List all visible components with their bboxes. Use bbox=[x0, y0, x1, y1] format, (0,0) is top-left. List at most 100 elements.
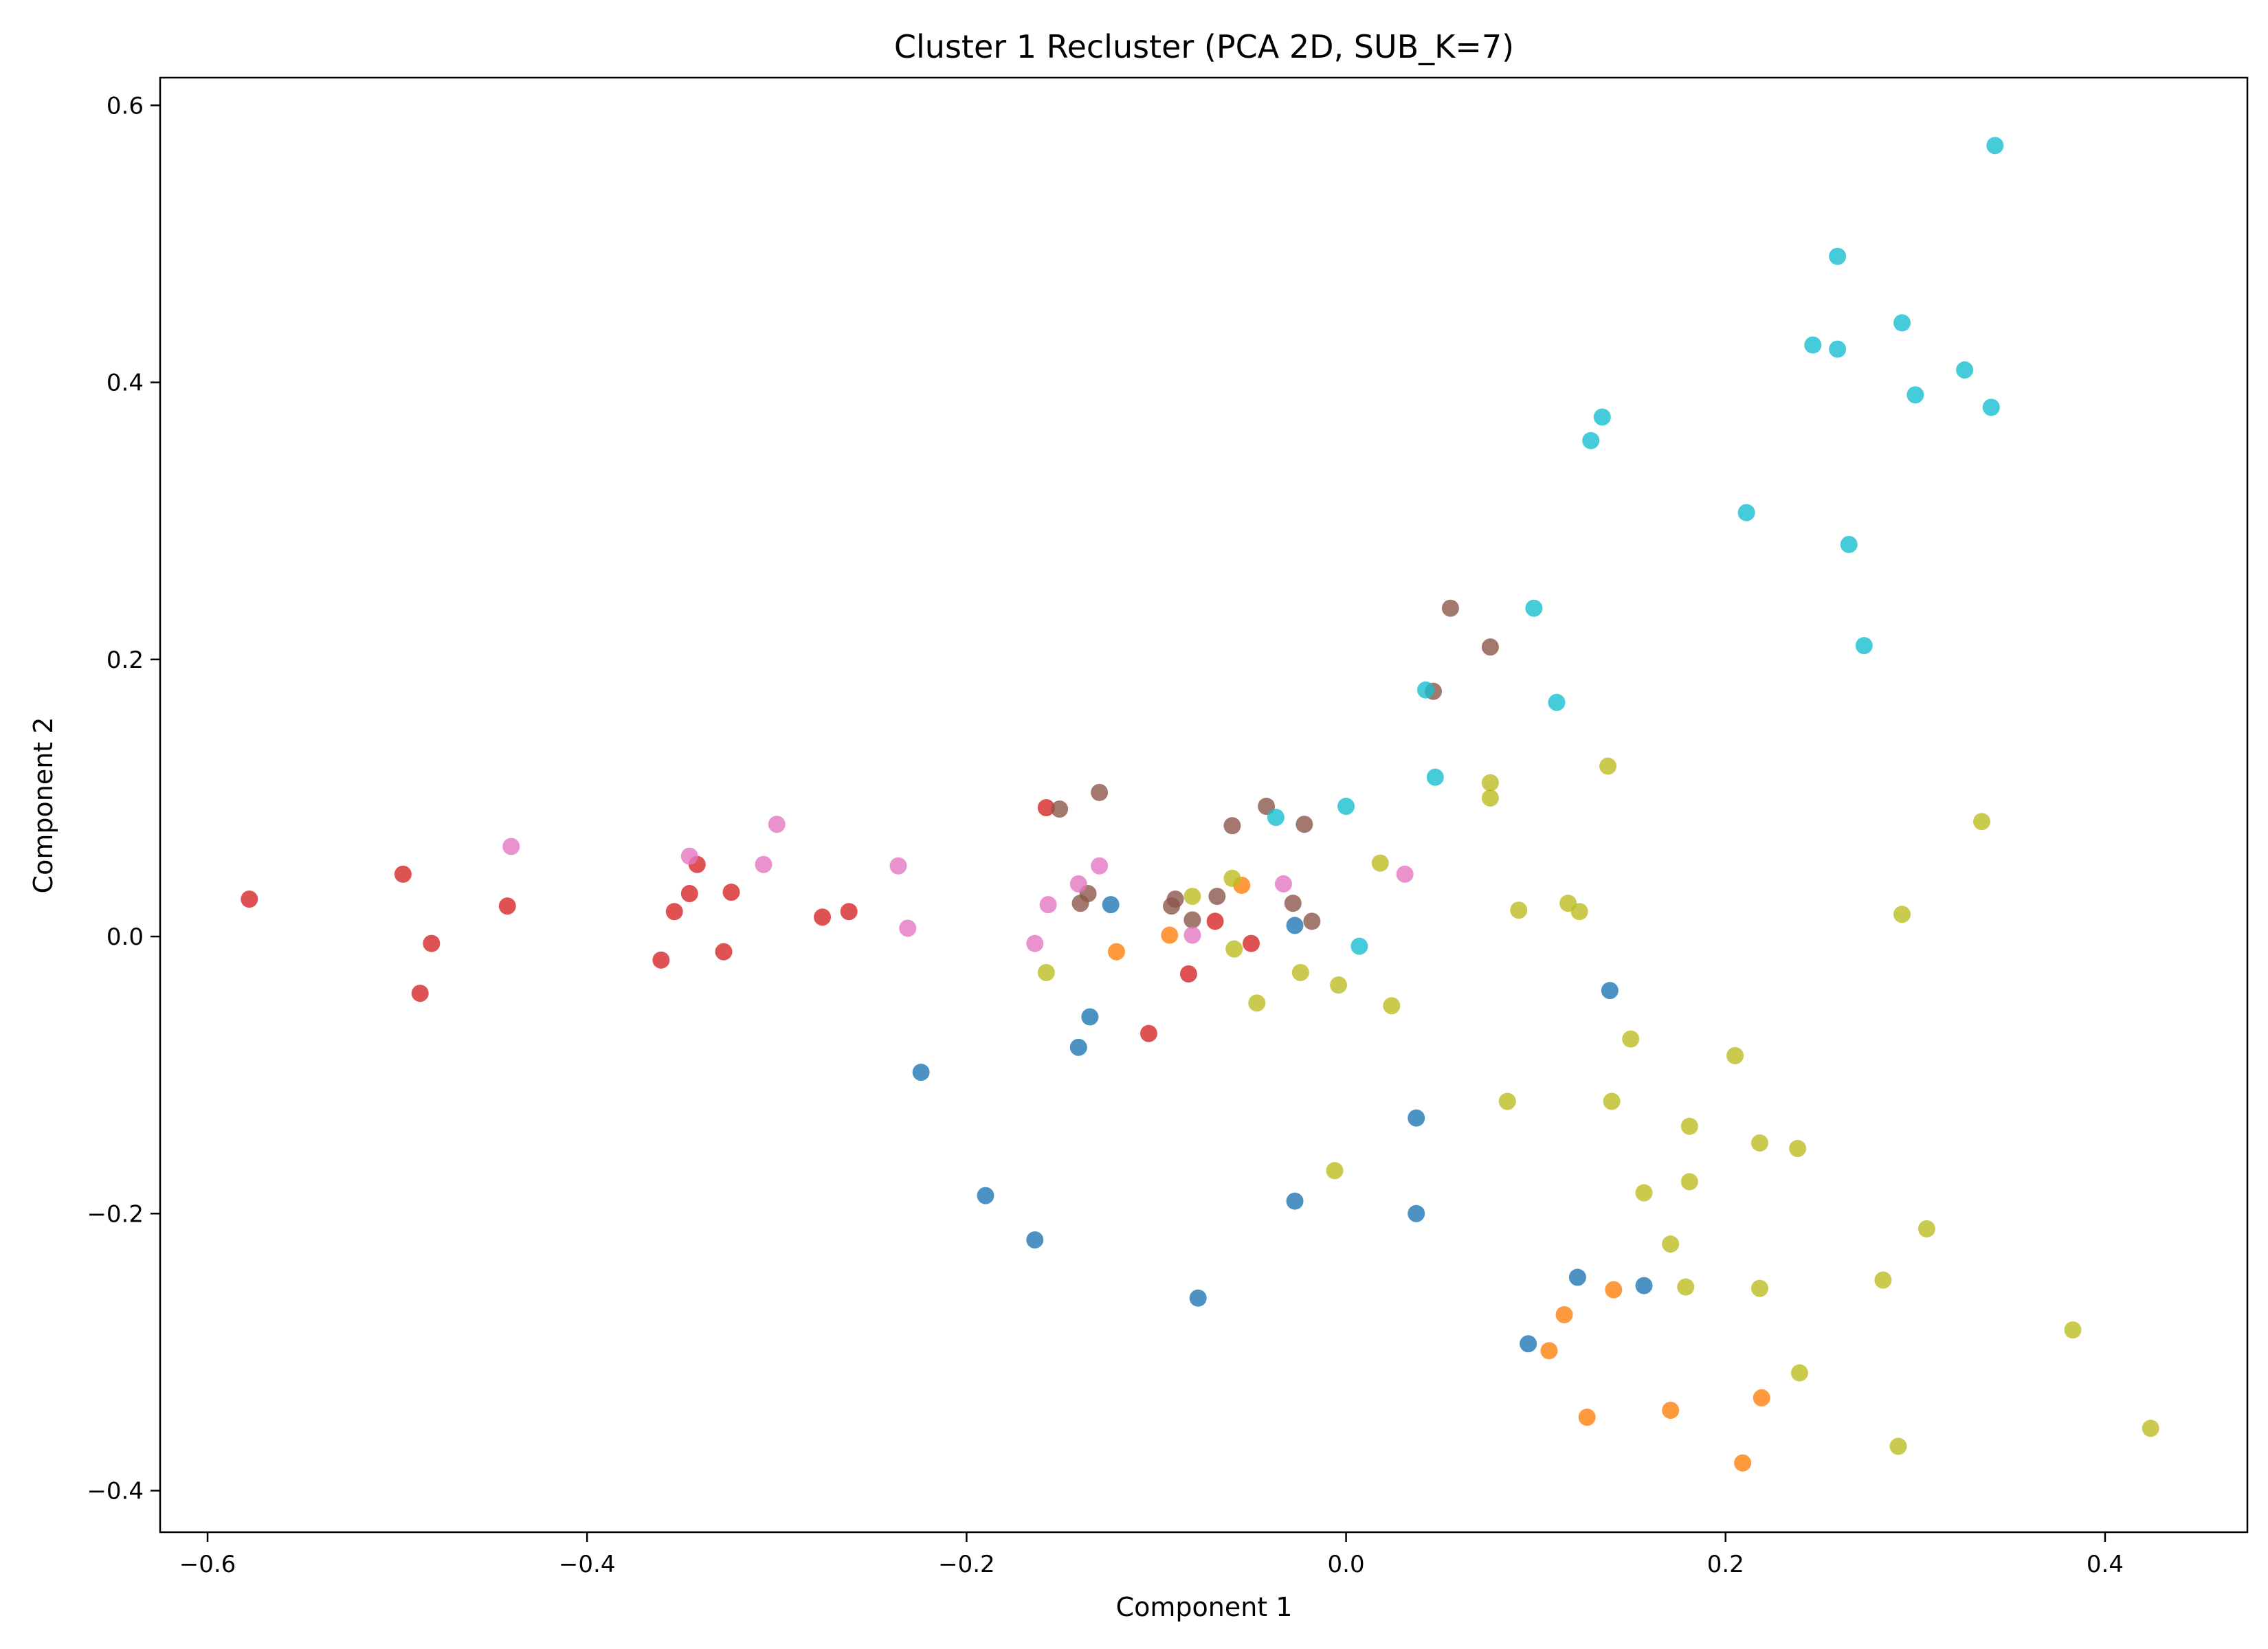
points-layer bbox=[241, 137, 2159, 1472]
data-point bbox=[1540, 1342, 1558, 1360]
series-3 bbox=[241, 799, 1260, 1042]
data-point bbox=[1081, 1008, 1099, 1026]
data-point bbox=[1750, 1134, 1768, 1152]
data-point bbox=[1789, 1140, 1807, 1158]
data-point bbox=[977, 1187, 994, 1204]
data-point bbox=[1337, 798, 1355, 816]
data-point bbox=[1790, 1364, 1808, 1382]
plot-area-frame bbox=[159, 76, 2249, 1534]
data-point bbox=[1291, 963, 1309, 981]
y-tick-label: −0.4 bbox=[87, 1478, 144, 1505]
y-tick-label: 0.2 bbox=[107, 647, 144, 674]
data-point bbox=[1481, 774, 1499, 792]
data-point bbox=[1039, 896, 1057, 914]
data-point bbox=[1026, 934, 1044, 952]
data-point bbox=[722, 884, 740, 901]
data-point bbox=[1570, 903, 1588, 921]
data-point bbox=[2064, 1321, 2082, 1339]
data-point bbox=[1206, 912, 1224, 930]
data-point bbox=[1183, 926, 1201, 944]
data-point bbox=[680, 847, 698, 865]
data-point bbox=[1599, 757, 1617, 775]
data-point bbox=[665, 903, 683, 921]
y-tick-label: 0.4 bbox=[107, 370, 144, 397]
data-point bbox=[1893, 314, 1911, 332]
data-point bbox=[1622, 1030, 1640, 1048]
data-point bbox=[1383, 997, 1401, 1015]
data-point bbox=[652, 951, 670, 969]
data-point bbox=[1326, 1162, 1344, 1180]
data-point bbox=[1069, 1038, 1087, 1056]
data-point bbox=[1243, 934, 1260, 952]
series-4 bbox=[1051, 599, 1499, 930]
data-point bbox=[755, 855, 772, 873]
data-point bbox=[1893, 906, 1911, 923]
data-point bbox=[1548, 693, 1566, 711]
data-point bbox=[1296, 816, 1313, 833]
data-point bbox=[1248, 994, 1266, 1012]
data-point bbox=[241, 890, 258, 908]
data-point bbox=[1350, 937, 1368, 955]
series-7 bbox=[1267, 137, 2004, 955]
data-point bbox=[1804, 336, 1822, 354]
data-point bbox=[1037, 799, 1055, 817]
data-point bbox=[1750, 1279, 1768, 1297]
data-point bbox=[1208, 888, 1226, 906]
data-point bbox=[1986, 137, 2004, 155]
data-point bbox=[1223, 869, 1241, 887]
y-tick-label: −0.2 bbox=[87, 1200, 144, 1228]
data-point bbox=[889, 857, 907, 875]
data-point bbox=[1037, 963, 1055, 981]
data-point bbox=[1069, 875, 1087, 893]
data-point bbox=[1568, 1268, 1586, 1286]
data-point bbox=[1161, 926, 1179, 944]
data-point bbox=[498, 897, 516, 915]
data-point bbox=[1441, 599, 1459, 617]
data-point bbox=[2142, 1420, 2159, 1437]
data-point bbox=[423, 934, 441, 952]
data-point bbox=[1956, 361, 1974, 379]
data-point bbox=[1303, 912, 1321, 930]
data-point bbox=[1635, 1277, 1653, 1294]
data-point bbox=[1601, 982, 1619, 1000]
data-point bbox=[1189, 1289, 1207, 1307]
data-point bbox=[1408, 1204, 1425, 1222]
data-point bbox=[1051, 800, 1069, 818]
data-point bbox=[1917, 1220, 1935, 1237]
data-point bbox=[1267, 809, 1285, 827]
data-point bbox=[1426, 768, 1444, 786]
series-5 bbox=[502, 816, 1414, 952]
data-point bbox=[1286, 917, 1304, 934]
data-point bbox=[1662, 1235, 1680, 1253]
data-point bbox=[502, 838, 520, 855]
y-axis: −0.4 −0.2 0.0 0.2 0.4 0.6 bbox=[87, 92, 160, 1505]
x-axis: −0.6 −0.4 −0.2 0.0 0.2 0.4 bbox=[179, 1532, 2124, 1578]
data-point bbox=[1481, 789, 1499, 807]
data-point bbox=[1481, 638, 1499, 656]
data-point bbox=[1677, 1278, 1695, 1296]
data-point bbox=[1102, 896, 1120, 914]
data-point bbox=[1662, 1402, 1680, 1420]
data-point bbox=[1737, 504, 1755, 521]
chart-title: Cluster 1 Recluster (PCA 2D, SUB_K=7) bbox=[894, 28, 1514, 65]
x-tick-label: 0.2 bbox=[1707, 1551, 1744, 1578]
x-axis-label: Component 1 bbox=[1116, 1592, 1293, 1622]
series-6 bbox=[1037, 757, 2159, 1455]
data-point bbox=[1286, 1192, 1304, 1210]
data-point bbox=[1417, 681, 1435, 699]
data-point bbox=[394, 865, 412, 883]
series-1 bbox=[912, 896, 1653, 1353]
data-point bbox=[768, 816, 786, 833]
data-point bbox=[1183, 888, 1201, 906]
data-point bbox=[1982, 399, 2000, 416]
x-tick-label: −0.4 bbox=[559, 1551, 616, 1578]
data-point bbox=[1555, 1305, 1573, 1323]
data-point bbox=[1680, 1173, 1698, 1191]
data-point bbox=[1179, 965, 1197, 983]
data-point bbox=[1578, 1409, 1596, 1426]
x-tick-label: 0.0 bbox=[1328, 1551, 1365, 1578]
data-point bbox=[1498, 1092, 1516, 1110]
data-point bbox=[1855, 637, 1873, 655]
